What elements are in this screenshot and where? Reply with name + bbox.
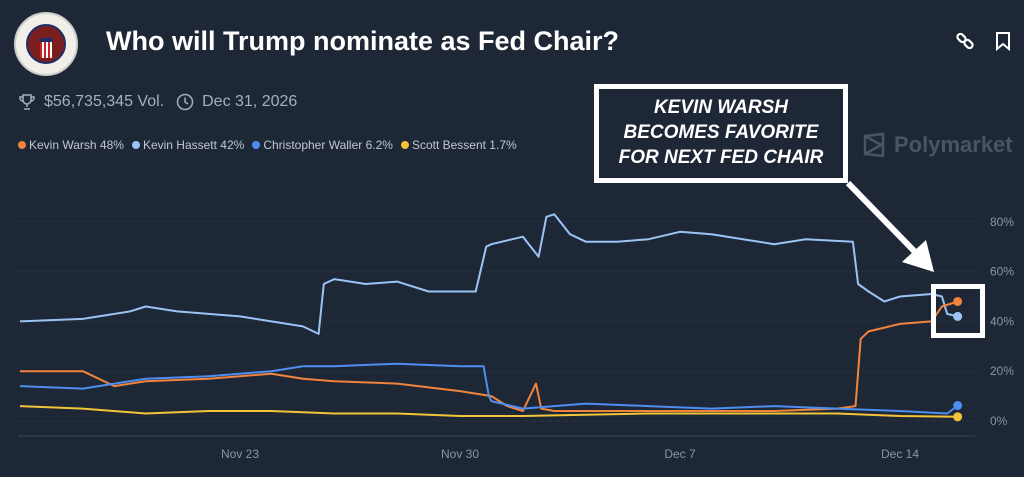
legend-item: Scott Bessent 1.7% bbox=[400, 138, 517, 152]
legend-item: Kevin Warsh 48% bbox=[18, 138, 124, 152]
legend-dot bbox=[131, 141, 140, 149]
annotation-line: KEVIN WARSH bbox=[653, 97, 789, 118]
volume: $56,735,345 Vol. bbox=[44, 93, 165, 110]
annotation-line: FOR NEXT FED CHAIR bbox=[618, 147, 824, 168]
series-endpoint bbox=[953, 311, 963, 321]
polymarket-logo-icon bbox=[863, 132, 885, 158]
annotation-line: BECOMES FAVORITE bbox=[623, 122, 819, 143]
x-tick-label: Nov 23 bbox=[221, 447, 259, 461]
legend-label: Kevin Warsh 48% bbox=[29, 138, 124, 152]
legend-label: Scott Bessent 1.7% bbox=[411, 138, 517, 152]
y-tick-label: 60% bbox=[990, 265, 1014, 279]
end-date: Dec 31, 2026 bbox=[202, 93, 298, 110]
polymarket-watermark: Polymarket bbox=[862, 132, 1013, 158]
legend-item: Christopher Waller 6.2% bbox=[252, 138, 393, 152]
series-line-kevin-hassett bbox=[19, 213, 958, 335]
legend-label: Kevin Hassett 42% bbox=[142, 138, 245, 152]
legend-dot bbox=[252, 141, 261, 149]
legend-dot bbox=[400, 141, 409, 149]
y-tick-label: 20% bbox=[990, 364, 1014, 378]
federal-reserve-seal-logo bbox=[14, 12, 78, 76]
annotation-callout: KEVIN WARSH BECOMES FAVORITE FOR NEXT FE… bbox=[594, 84, 848, 183]
link-icon[interactable] bbox=[954, 30, 976, 52]
x-tick-label: Dec 7 bbox=[664, 447, 696, 461]
page-title: Who will Trump nominate as Fed Chair? bbox=[106, 26, 620, 56]
annotation-arrow-head bbox=[902, 240, 934, 272]
series-endpoint bbox=[953, 412, 963, 422]
legend-label: Christopher Waller 6.2% bbox=[263, 138, 393, 152]
series-line-scott-bessent bbox=[19, 405, 958, 418]
series-line-christopher-waller bbox=[19, 362, 959, 415]
x-tick-label: Nov 30 bbox=[441, 447, 479, 461]
annotation-arrow-shaft bbox=[845, 180, 921, 258]
y-tick-label: 0% bbox=[990, 414, 1008, 428]
legend-item: Kevin Hassett 42% bbox=[131, 138, 245, 152]
highlight-box bbox=[931, 284, 985, 338]
y-tick-label: 40% bbox=[990, 314, 1014, 328]
series-line-kevin-warsh bbox=[20, 300, 959, 412]
series-endpoint bbox=[953, 401, 963, 411]
clock-icon bbox=[176, 93, 194, 111]
bookmark-icon[interactable] bbox=[992, 30, 1014, 52]
legend-dot bbox=[18, 141, 26, 149]
series-endpoint bbox=[953, 296, 963, 306]
y-tick-label: 80% bbox=[990, 215, 1014, 229]
market-meta: $56,735,345 Vol. Dec 31, 2026 bbox=[18, 93, 297, 111]
chart-legend: Kevin Warsh 48% Kevin Hassett 42% Christ… bbox=[18, 138, 517, 152]
trophy-icon bbox=[19, 94, 35, 110]
x-tick-label: Dec 14 bbox=[881, 447, 919, 461]
